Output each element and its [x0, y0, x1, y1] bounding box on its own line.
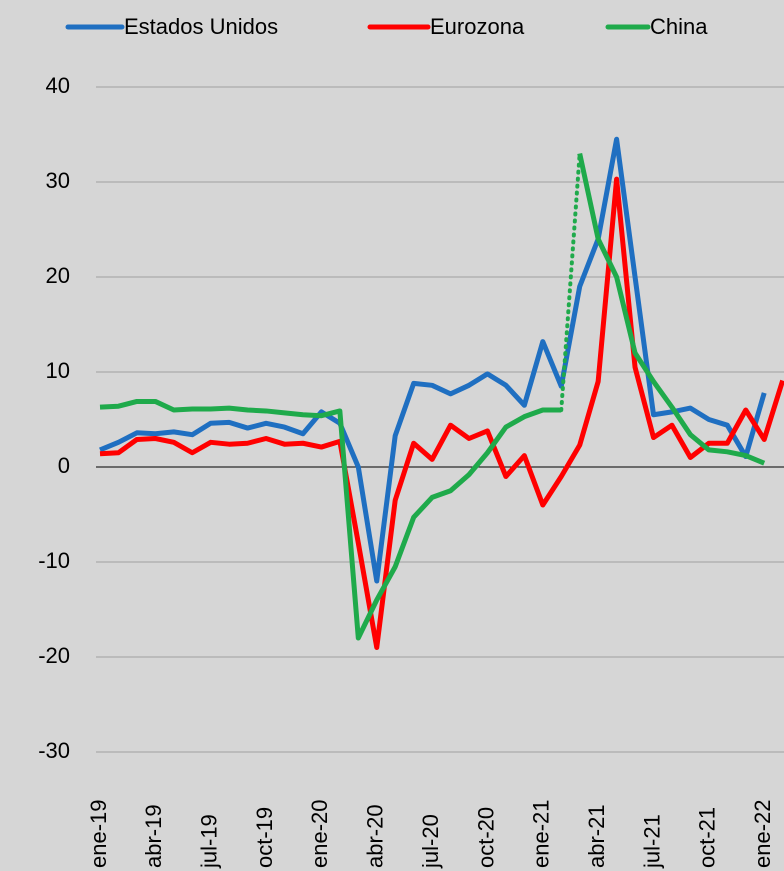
x-tick-label: abr-19 — [141, 804, 166, 868]
x-tick-label: ene-19 — [86, 799, 111, 868]
series-line — [99, 398, 562, 641]
y-tick-label: -10 — [38, 548, 70, 573]
series-line — [99, 136, 767, 584]
x-tick-label: jul-21 — [639, 814, 664, 869]
connector-dotted — [559, 151, 582, 412]
x-tick-label: ene-20 — [307, 799, 332, 868]
x-tick-label: ene-22 — [750, 799, 775, 868]
y-tick-label: -20 — [38, 643, 70, 668]
y-tick-label: 30 — [46, 168, 70, 193]
x-tick-label: oct-19 — [252, 807, 277, 868]
x-tick-label: ene-21 — [529, 799, 554, 868]
y-tick-label: 10 — [46, 358, 70, 383]
y-tick-label: 40 — [46, 73, 70, 98]
y-tick-label: 20 — [46, 263, 70, 288]
series-line — [577, 152, 766, 466]
y-tick-label: 0 — [58, 453, 70, 478]
x-tick-label: jul-20 — [418, 814, 443, 869]
x-tick-label: oct-21 — [695, 807, 720, 868]
x-tick-label: abr-21 — [584, 804, 609, 868]
x-tick-label: jul-19 — [197, 814, 222, 869]
y-tick-label: -30 — [38, 738, 70, 763]
legend-label: China — [650, 14, 708, 39]
x-tick-label: abr-20 — [363, 804, 388, 868]
legend-label: Estados Unidos — [124, 14, 278, 39]
legend-label: Eurozona — [430, 14, 525, 39]
x-tick-label: oct-20 — [473, 807, 498, 868]
series-line — [99, 176, 784, 650]
